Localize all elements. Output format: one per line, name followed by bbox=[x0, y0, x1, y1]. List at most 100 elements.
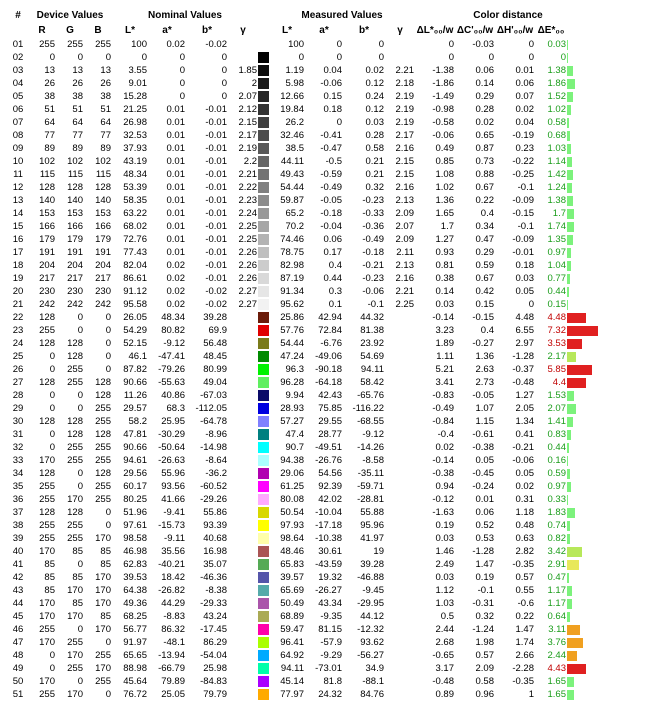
cell-y bbox=[228, 558, 258, 571]
cell-a: 0 bbox=[148, 51, 186, 64]
table-row: 1111511511548.340.01-0.012.2149.43-0.590… bbox=[8, 168, 662, 181]
cell-g: 255 bbox=[56, 636, 84, 649]
cell-bs: -0.01 bbox=[186, 103, 228, 116]
cell-ml: 59.47 bbox=[269, 623, 305, 636]
cell-r: 85 bbox=[28, 571, 56, 584]
cell-dh: -0.21 bbox=[495, 441, 535, 454]
cell-mb: 0.02 bbox=[343, 64, 385, 77]
cell-de: 0.64 bbox=[535, 610, 567, 623]
cell-a: 0.01 bbox=[148, 246, 186, 259]
cell-dh: -0.09 bbox=[495, 194, 535, 207]
nominal-swatch bbox=[258, 610, 269, 623]
de-bar bbox=[567, 194, 601, 207]
cell-y: 2.26 bbox=[228, 259, 258, 272]
cell-l: 68.02 bbox=[112, 220, 148, 233]
cell-mb: 34.9 bbox=[343, 662, 385, 675]
cell-g: 85 bbox=[56, 545, 84, 558]
row-index: 40 bbox=[8, 545, 28, 558]
cell-dc: 0.32 bbox=[455, 610, 495, 623]
cell-b: 13 bbox=[84, 64, 112, 77]
cell-y bbox=[228, 532, 258, 545]
nominal-swatch bbox=[258, 324, 269, 337]
cell-dh: 1.34 bbox=[495, 415, 535, 428]
cell-r: 191 bbox=[28, 246, 56, 259]
cell-de: 0.74 bbox=[535, 519, 567, 532]
cell-g: 170 bbox=[56, 688, 84, 701]
cell-r: 255 bbox=[28, 688, 56, 701]
cell-ma: -0.06 bbox=[305, 77, 343, 90]
cell-a: 0.01 bbox=[148, 233, 186, 246]
cell-l: 21.25 bbox=[112, 103, 148, 116]
cell-dl: 0.85 bbox=[415, 155, 455, 168]
de-bar bbox=[567, 155, 601, 168]
cell-g: 26 bbox=[56, 77, 84, 90]
cell-ml: 0 bbox=[269, 51, 305, 64]
cell-dl: 1.7 bbox=[415, 220, 455, 233]
cell-de: 1.42 bbox=[535, 168, 567, 181]
cell-r: 128 bbox=[28, 311, 56, 324]
cell-mb: 0.12 bbox=[343, 77, 385, 90]
cell-ma: -10.38 bbox=[305, 532, 343, 545]
cell-a: 18.42 bbox=[148, 571, 186, 584]
cell-l: 80.25 bbox=[112, 493, 148, 506]
cell-a: 0.01 bbox=[148, 220, 186, 233]
nominal-swatch bbox=[258, 311, 269, 324]
cell-ml: 48.46 bbox=[269, 545, 305, 558]
header-measured: Measured Values bbox=[269, 8, 415, 23]
cell-l: 46.98 bbox=[112, 545, 148, 558]
table-row: 020000000000000 bbox=[8, 51, 662, 64]
cell-b: 255 bbox=[84, 493, 112, 506]
cell-mb: 0.21 bbox=[343, 155, 385, 168]
cell-a: 0.01 bbox=[148, 194, 186, 207]
cell-y bbox=[228, 389, 258, 402]
cell-a: -9.12 bbox=[148, 337, 186, 350]
cell-y: 2.15 bbox=[228, 116, 258, 129]
table-row: 24128128052.15-9.1256.4854.44-6.7623.921… bbox=[8, 337, 662, 350]
cell-l: 98.58 bbox=[112, 532, 148, 545]
row-index: 48 bbox=[8, 649, 28, 662]
cell-b: 102 bbox=[84, 155, 112, 168]
table-row: 012552552551000.02-0.02100000-0.0300.03 bbox=[8, 38, 662, 51]
cell-r: 51 bbox=[28, 103, 56, 116]
cell-de: 1.65 bbox=[535, 675, 567, 688]
cell-mb: 39.28 bbox=[343, 558, 385, 571]
cell-b: 255 bbox=[84, 38, 112, 51]
cell-l: 91.97 bbox=[112, 636, 148, 649]
cell-y bbox=[228, 454, 258, 467]
cell-my: 2.09 bbox=[385, 207, 415, 220]
cell-dc: -1.24 bbox=[455, 623, 495, 636]
row-index: 29 bbox=[8, 402, 28, 415]
cell-ma: 81.15 bbox=[305, 623, 343, 636]
cell-ma: -0.47 bbox=[305, 142, 343, 155]
cell-y bbox=[228, 610, 258, 623]
de-bar bbox=[567, 272, 601, 285]
cell-ml: 82.98 bbox=[269, 259, 305, 272]
table-row: 441708517049.3644.29-29.3350.4943.34-29.… bbox=[8, 597, 662, 610]
cell-dh: 0.02 bbox=[495, 103, 535, 116]
cell-l: 97.61 bbox=[112, 519, 148, 532]
cell-r: 255 bbox=[28, 623, 56, 636]
row-index: 36 bbox=[8, 493, 28, 506]
cell-y bbox=[228, 311, 258, 324]
cell-de: 1.53 bbox=[535, 389, 567, 402]
cell-r: 170 bbox=[28, 610, 56, 623]
de-bar bbox=[567, 337, 601, 350]
cell-r: 166 bbox=[28, 220, 56, 233]
cell-ma: -64.18 bbox=[305, 376, 343, 389]
cell-ma: 0.04 bbox=[305, 64, 343, 77]
cell-a: -30.29 bbox=[148, 428, 186, 441]
cell-g: 255 bbox=[56, 454, 84, 467]
de-bar bbox=[567, 480, 601, 493]
table-row: 1212812812853.390.01-0.012.2254.44-0.490… bbox=[8, 181, 662, 194]
cell-mb: -0.1 bbox=[343, 298, 385, 311]
cell-ma: -0.05 bbox=[305, 194, 343, 207]
table-row: 34128012829.5655.96-36.229.0654.56-35.11… bbox=[8, 467, 662, 480]
cell-dl: 3.41 bbox=[415, 376, 455, 389]
de-bar bbox=[567, 129, 601, 142]
cell-bs: 0 bbox=[186, 51, 228, 64]
cell-r: 255 bbox=[28, 532, 56, 545]
nominal-swatch bbox=[258, 376, 269, 389]
cell-b: 170 bbox=[84, 584, 112, 597]
cell-dc: 0.34 bbox=[455, 220, 495, 233]
cell-a: 44.29 bbox=[148, 597, 186, 610]
